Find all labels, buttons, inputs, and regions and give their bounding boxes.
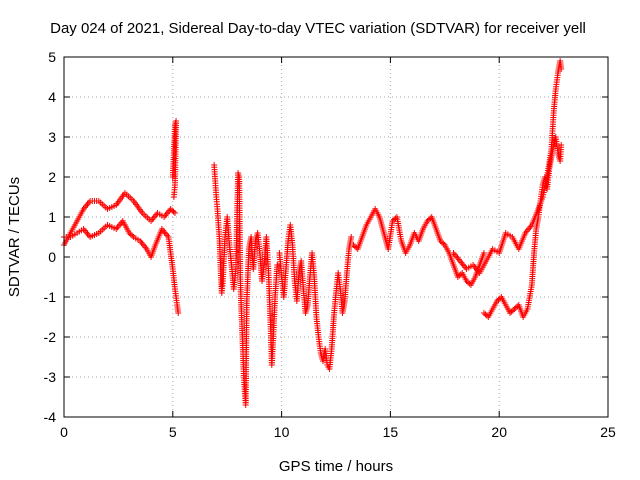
data-point [512, 304, 519, 311]
data-point [457, 271, 464, 278]
data-point [127, 231, 134, 238]
data-point [495, 296, 502, 303]
y-tick-label: 1 [48, 209, 56, 225]
series [276, 222, 355, 372]
y-tick-label: 0 [48, 249, 56, 265]
chart-title: Day 024 of 2021, Sidereal Day-to-day VTE… [50, 20, 586, 37]
data-point [465, 279, 472, 286]
data-point [167, 206, 174, 212]
x-tick-label: 15 [383, 424, 399, 440]
data-point [509, 307, 516, 314]
x-tick-label: 0 [60, 424, 68, 440]
y-axis-label: SDTVAR / TECUs [6, 177, 23, 297]
series [211, 162, 281, 408]
data-point [169, 207, 176, 214]
data-point [507, 310, 514, 316]
data-point [274, 262, 281, 268]
data-marks [61, 58, 565, 408]
y-tick-labels: -4 -3 -2 -1 0 1 2 3 4 5 [44, 49, 57, 425]
data-point [170, 208, 177, 215]
data-point [480, 250, 487, 256]
data-point [170, 194, 177, 200]
y-tick-label: 5 [48, 49, 56, 65]
data-point [438, 239, 445, 246]
data-point [480, 310, 487, 316]
data-point [456, 272, 463, 279]
series [169, 118, 180, 200]
data-point [171, 210, 178, 216]
plot-frame [63, 56, 609, 418]
data-point [351, 243, 358, 250]
data-point [483, 312, 490, 319]
data-point [389, 218, 396, 224]
y-tick-label: 2 [48, 169, 56, 185]
series [61, 218, 182, 316]
data-point [126, 230, 133, 236]
data-point [440, 240, 447, 247]
y-tick-label: 4 [48, 89, 56, 105]
x-tick-label: 25 [600, 424, 616, 440]
y-tick-label: 3 [48, 129, 56, 145]
data-point [482, 311, 489, 318]
data-point [463, 278, 470, 284]
series [350, 206, 487, 288]
data-point [129, 232, 136, 239]
data-point [496, 295, 503, 302]
series [450, 58, 565, 276]
data-point [511, 306, 518, 312]
y-tick-label: -2 [44, 329, 57, 345]
x-tick-label: 10 [274, 424, 290, 440]
data-point [424, 218, 431, 224]
data-point [558, 142, 565, 148]
data-point [175, 310, 182, 316]
data-point [494, 298, 501, 304]
data-point [425, 216, 432, 223]
y-tick-label: -4 [44, 409, 57, 425]
x-axis-label: GPS time / hours [279, 458, 393, 475]
series [61, 190, 178, 248]
data-point [466, 280, 473, 287]
x-tick-labels: 0 5 10 15 20 25 [60, 424, 616, 440]
data-point [437, 238, 444, 244]
y-tick-label: -3 [44, 369, 57, 385]
data-point [558, 66, 565, 72]
y-tick-label: -1 [44, 289, 57, 305]
x-tick-label: 5 [169, 424, 177, 440]
data-point [508, 308, 515, 315]
series [480, 134, 565, 320]
data-point [350, 242, 357, 248]
data-point [348, 234, 355, 240]
data-point [454, 274, 461, 280]
x-tick-label: 20 [491, 424, 507, 440]
